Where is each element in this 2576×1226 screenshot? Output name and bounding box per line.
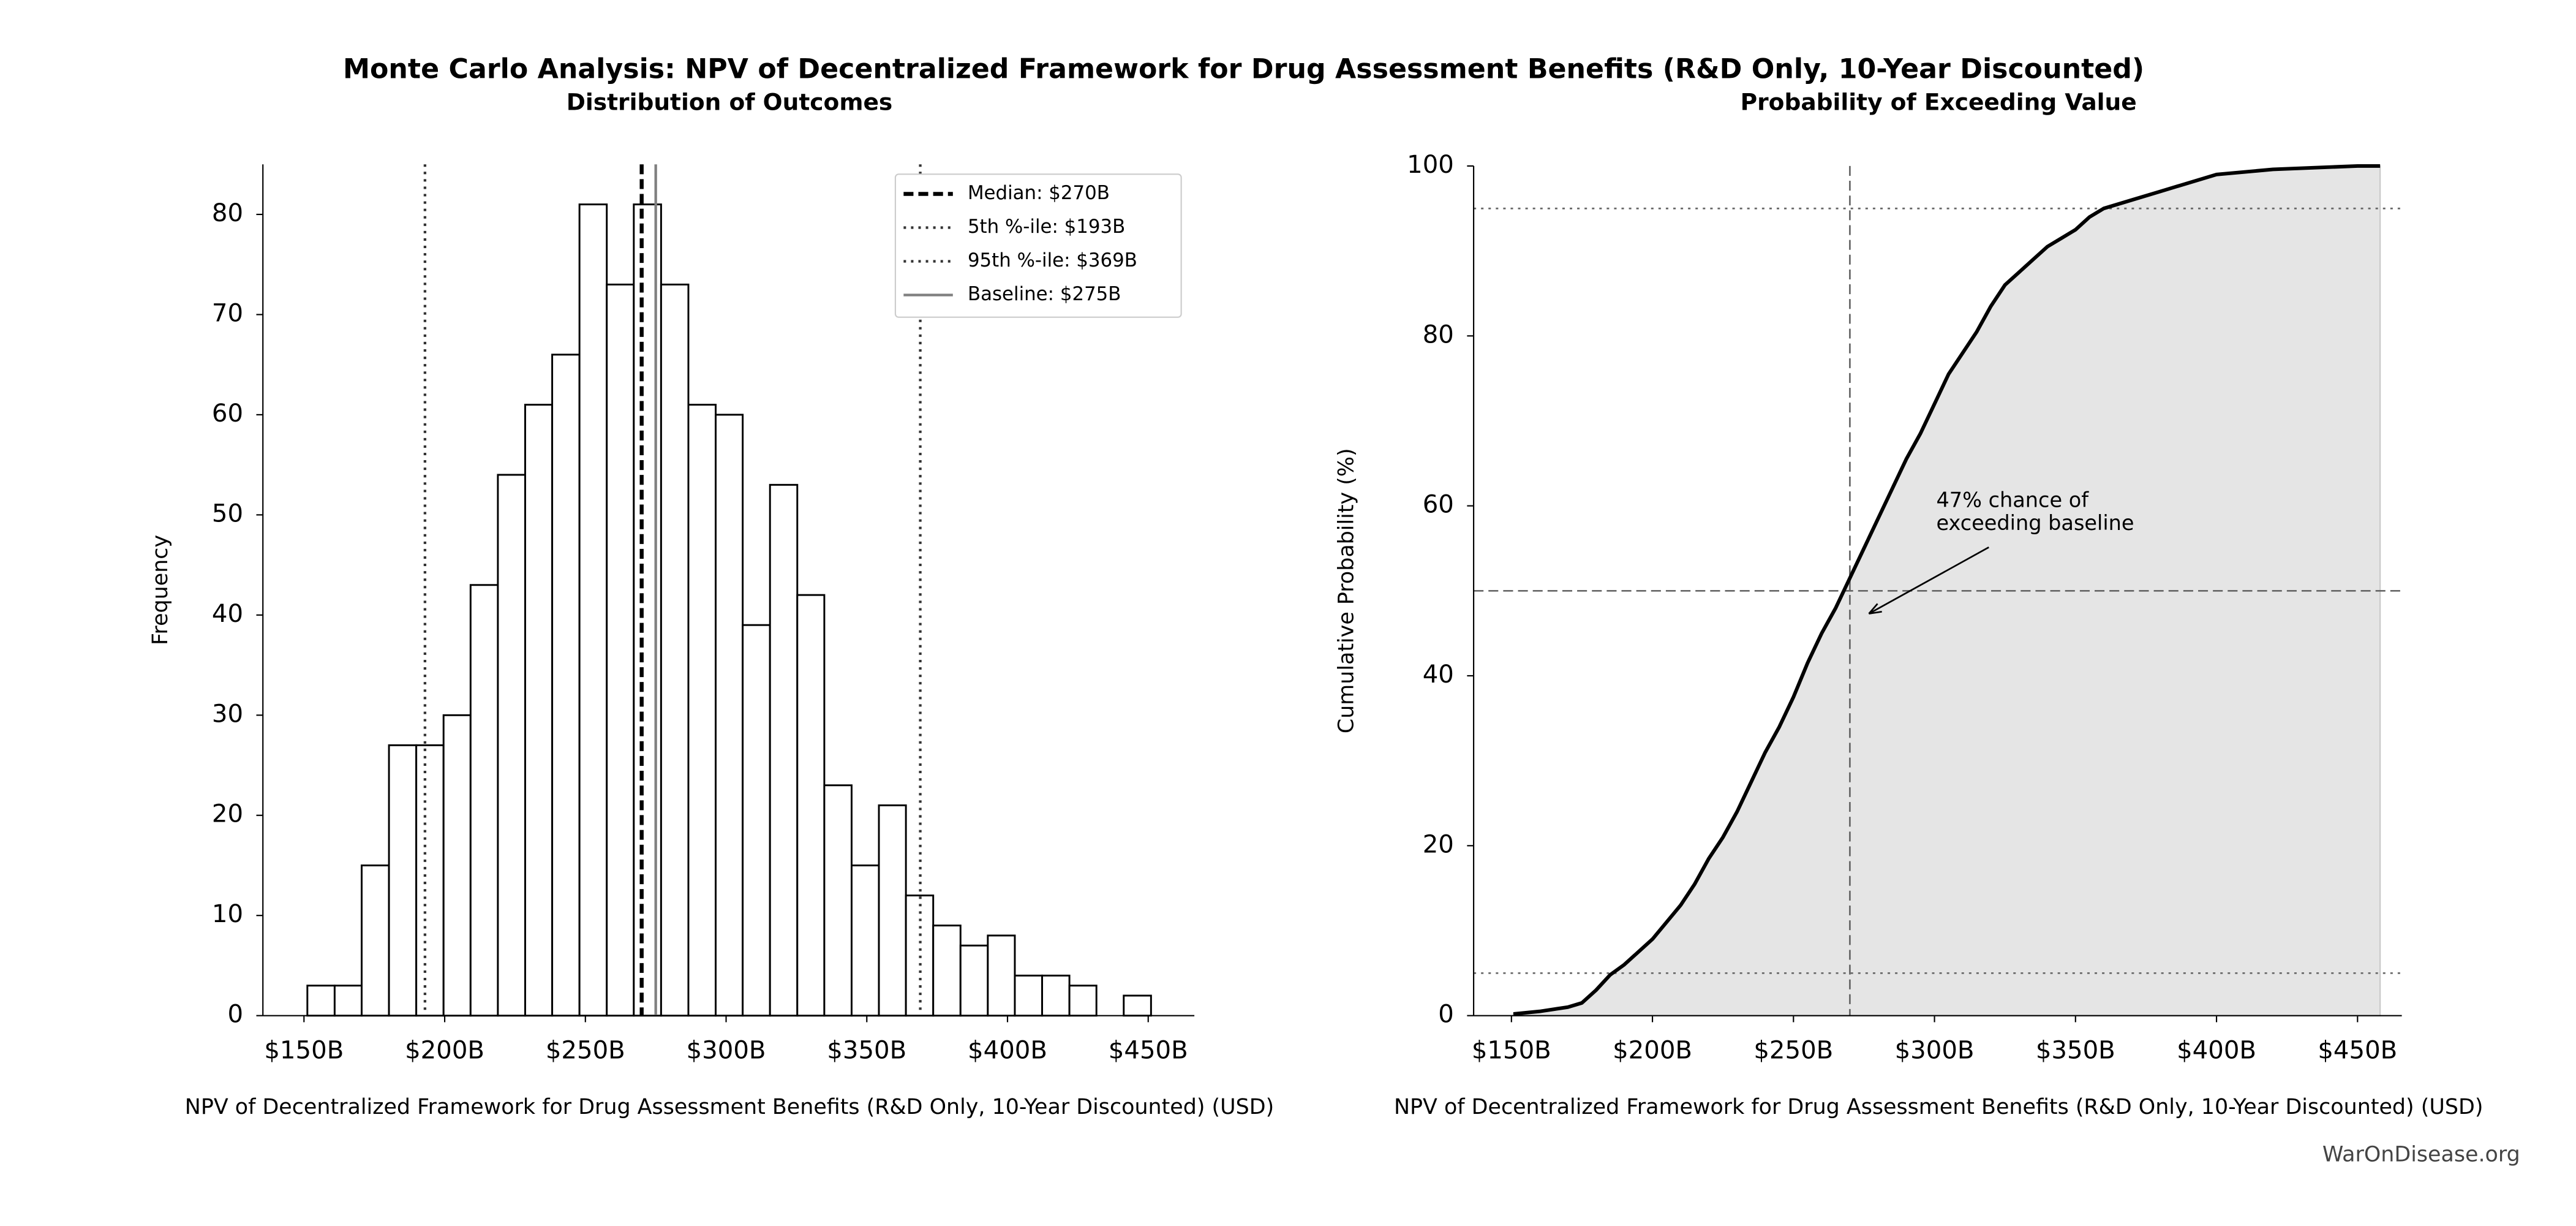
histogram-bar bbox=[742, 624, 771, 1017]
histogram-bar bbox=[660, 283, 690, 1017]
histogram-bar bbox=[769, 483, 799, 1017]
y-tick-label: 80 bbox=[1423, 320, 1454, 349]
x-tick-label: $400B bbox=[968, 1037, 1047, 1065]
y-tick-label: 80 bbox=[212, 199, 243, 227]
x-axis-label: NPV of Decentralized Framework for Drug … bbox=[185, 1095, 1274, 1119]
histogram-bar bbox=[551, 354, 581, 1017]
histogram-bar bbox=[687, 404, 717, 1017]
x-tick-label: $450B bbox=[2318, 1037, 2397, 1065]
axes-title: Distribution of Outcomes bbox=[567, 88, 893, 115]
histogram-bar bbox=[905, 895, 935, 1017]
x-tick-label: $250B bbox=[1753, 1037, 1833, 1065]
x-tick-label: $350B bbox=[2036, 1037, 2115, 1065]
y-axis-label: Cumulative Probability (%) bbox=[1335, 448, 1359, 733]
y-tick-label: 100 bbox=[1407, 151, 1454, 179]
y-tick-label: 60 bbox=[1423, 491, 1454, 519]
legend-box bbox=[894, 173, 1182, 318]
histogram-bar bbox=[796, 594, 826, 1017]
x-tick-label: $350B bbox=[827, 1037, 906, 1065]
annotation-text: 47% chance of bbox=[1936, 488, 2089, 512]
histogram-bar bbox=[1123, 994, 1152, 1017]
histogram-bar bbox=[823, 784, 853, 1017]
histogram-bar bbox=[850, 864, 880, 1017]
y-tick-label: 60 bbox=[212, 399, 243, 428]
x-tick-label: $300B bbox=[687, 1037, 766, 1065]
histogram-bar bbox=[987, 934, 1016, 1017]
x-tick-label: $200B bbox=[1613, 1037, 1692, 1065]
histogram-bar bbox=[1014, 974, 1044, 1017]
histogram-bar bbox=[1068, 985, 1098, 1017]
histogram-bar bbox=[361, 864, 390, 1017]
histogram-bar bbox=[1041, 974, 1071, 1017]
legend-label: 95th %-ile: $369B bbox=[968, 249, 1137, 271]
y-tick-label: 20 bbox=[212, 800, 243, 828]
x-tick-label: $400B bbox=[2177, 1037, 2256, 1065]
legend-label: 5th %-ile: $193B bbox=[968, 216, 1125, 238]
y-tick-label: 30 bbox=[212, 700, 243, 728]
x-tick-label: $300B bbox=[1895, 1037, 1975, 1065]
histogram-bar bbox=[497, 474, 526, 1017]
histogram-bar bbox=[442, 714, 472, 1017]
legend-label: Median: $270B bbox=[968, 182, 1110, 204]
cdf-line bbox=[1513, 164, 2381, 1016]
x-tick-label: $200B bbox=[405, 1037, 484, 1065]
x-tick-label: $250B bbox=[546, 1037, 625, 1065]
annotation-text: exceeding baseline bbox=[1936, 511, 2134, 535]
y-tick-label: 70 bbox=[212, 299, 243, 327]
y-axis-label: Frequency bbox=[148, 535, 173, 645]
histogram-bar bbox=[878, 804, 907, 1017]
axes-title: Probability of Exceeding Value bbox=[1741, 88, 2137, 115]
histogram-bar bbox=[578, 203, 608, 1017]
histogram-bar bbox=[524, 404, 554, 1017]
histogram-bar bbox=[469, 584, 499, 1017]
histogram-bar bbox=[333, 985, 363, 1017]
histogram-bar bbox=[415, 744, 445, 1017]
histogram-bar bbox=[932, 925, 962, 1017]
y-tick-label: 40 bbox=[1423, 660, 1454, 689]
y-tick-label: 10 bbox=[212, 900, 243, 928]
x-tick-label: $150B bbox=[1472, 1037, 1551, 1065]
annotation-arrow bbox=[1868, 547, 1989, 615]
y-tick-label: 50 bbox=[212, 499, 243, 528]
y-tick-label: 0 bbox=[227, 1001, 243, 1029]
footer: WarOnDisease.org bbox=[2322, 1143, 2520, 1167]
x-tick-label: $150B bbox=[264, 1037, 344, 1065]
histogram-bar bbox=[715, 414, 744, 1017]
figure-title: Monte Carlo Analysis: NPV of Decentraliz… bbox=[343, 53, 2144, 85]
histogram-bar bbox=[306, 985, 336, 1017]
annotation-arrowhead bbox=[1868, 603, 1882, 615]
y-tick-label: 20 bbox=[1423, 830, 1454, 858]
y-tick-label: 40 bbox=[212, 600, 243, 628]
histogram-bar bbox=[606, 283, 635, 1017]
legend-label: Baseline: $275B bbox=[968, 283, 1121, 305]
x-axis-label: NPV of Decentralized Framework for Drug … bbox=[1394, 1095, 2483, 1119]
histogram-bar bbox=[959, 944, 989, 1017]
histogram-bar bbox=[388, 744, 418, 1017]
y-tick-label: 0 bbox=[1438, 1001, 1454, 1029]
x-tick-label: $450B bbox=[1109, 1037, 1188, 1065]
